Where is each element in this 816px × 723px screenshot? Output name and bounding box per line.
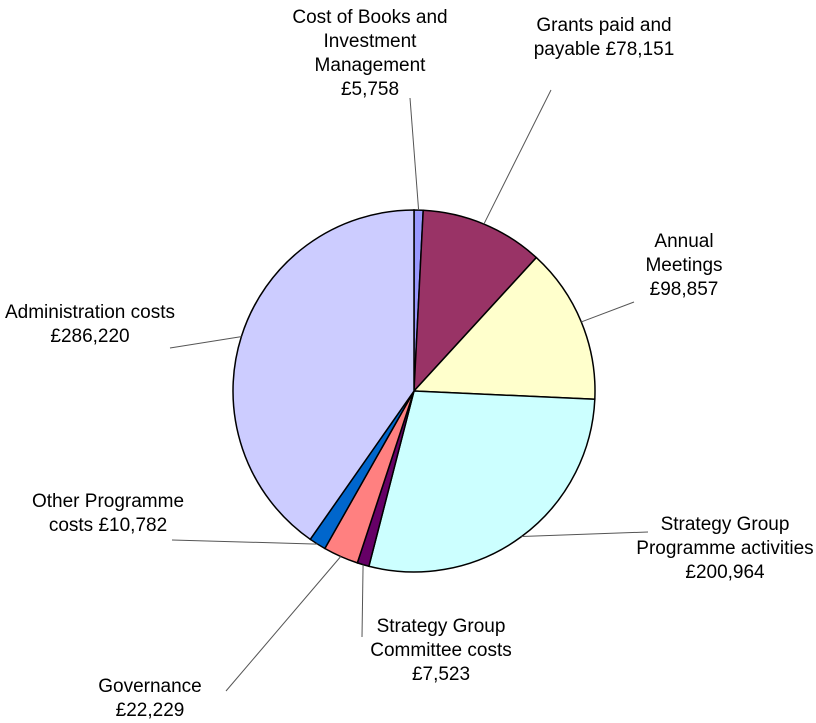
pie-slice — [367, 390, 596, 573]
category-name: Annual Meetings — [645, 231, 723, 276]
slice-label: Annual Meetings £98,857 — [624, 230, 744, 302]
leader-line — [171, 539, 318, 545]
value-label: £286,220 — [50, 326, 130, 347]
category-name: Grants paid and payable — [533, 15, 672, 60]
category-name: Administration costs — [4, 302, 175, 323]
category-name: Strategy Group Committee costs — [370, 616, 512, 661]
leader-line — [409, 97, 420, 211]
value-label: £98,857 — [649, 279, 719, 300]
value-label: £10,782 — [98, 515, 168, 536]
value-label: £200,964 — [685, 562, 765, 583]
leader-line — [521, 531, 649, 538]
pie-slice — [412, 256, 596, 401]
category-name: Governance — [98, 676, 202, 697]
leader-line — [483, 89, 552, 225]
leader-line — [361, 564, 364, 638]
value-label: £22,229 — [115, 700, 185, 721]
value-label: £5,758 — [340, 79, 400, 100]
value-label: £78,151 — [605, 39, 675, 60]
slice-label: Administration costs £286,220 — [0, 301, 180, 349]
slice-label: Strategy Group Programme activities £200… — [635, 513, 815, 585]
leader-line — [225, 556, 342, 692]
slice-label: Cost of Books and Investment Management … — [285, 6, 455, 102]
leader-line — [169, 336, 242, 349]
pie-slice — [413, 209, 538, 394]
category-name: Strategy Group Programme activities — [636, 514, 814, 559]
slice-label: Governance £22,229 — [85, 675, 215, 723]
category-name: Other Programme costs — [31, 491, 185, 536]
category-name: Cost of Books and Investment Management — [292, 7, 448, 76]
slice-label: Grants paid and payable £78,151 — [509, 14, 699, 62]
leader-line — [581, 301, 635, 323]
slice-label: Other Programme costs £10,782 — [28, 490, 188, 538]
pie-slice — [232, 209, 415, 541]
value-label: £7,523 — [411, 664, 471, 685]
slice-label: Strategy Group Committee costs £7,523 — [351, 615, 531, 687]
